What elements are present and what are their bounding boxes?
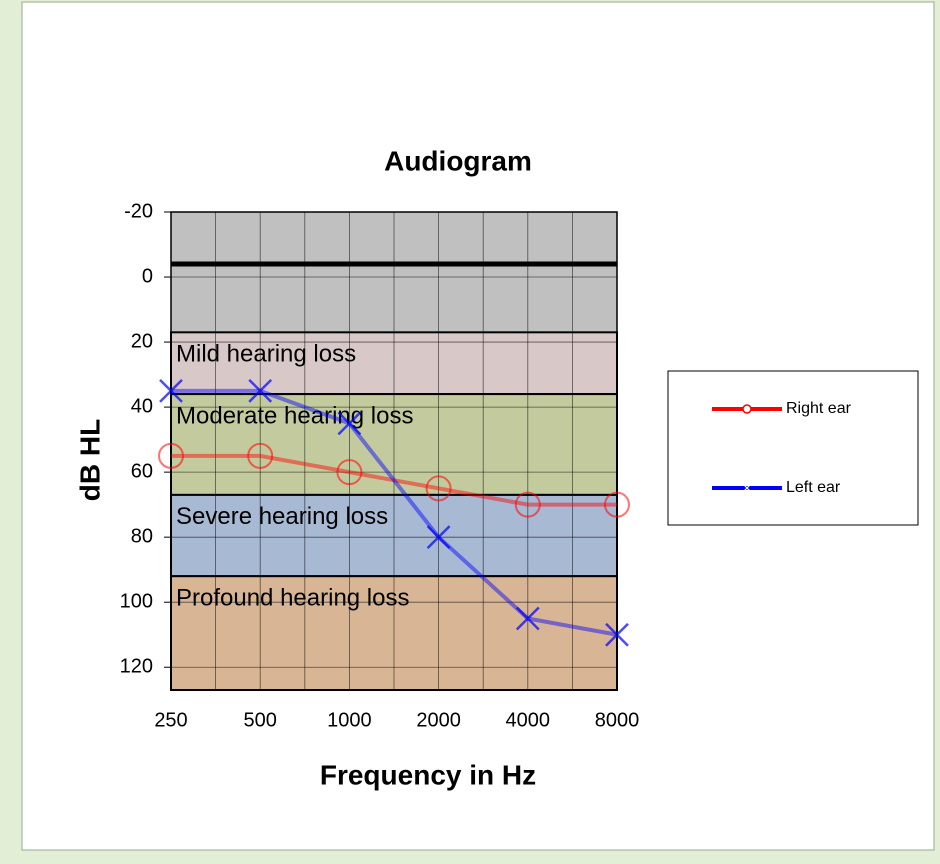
plot-frame [170, 211, 618, 691]
band-label: Severe hearing loss [176, 503, 388, 530]
marker [248, 378, 273, 403]
y-tick-label: 20 [131, 330, 153, 352]
x-axis-label: Frequency in Hz [320, 759, 536, 790]
x-tick-label: 4000 [506, 709, 551, 731]
legend [667, 370, 919, 526]
marker [514, 491, 541, 518]
y-tick-label: 80 [131, 525, 153, 547]
x-tick-label: 250 [154, 709, 187, 731]
y-tick-label: 120 [120, 656, 153, 678]
legend-marker [742, 404, 752, 414]
y-tick-label: 0 [142, 265, 153, 287]
marker [604, 491, 630, 518]
legend-marker [742, 483, 752, 493]
y-tick-label: 40 [131, 395, 153, 417]
series-line [171, 453, 617, 507]
marker [336, 459, 363, 486]
legend-label: Right ear [786, 400, 852, 417]
x-tick-label: 500 [244, 709, 277, 731]
x-tick-label: 2000 [416, 709, 461, 731]
y-tick-label: 60 [131, 460, 153, 482]
legend-label: Left ear [786, 479, 841, 496]
marker [425, 475, 452, 502]
chart-title: Audiogram [384, 145, 532, 176]
marker [158, 442, 184, 469]
marker [247, 442, 274, 469]
x-tick-label: 8000 [595, 709, 640, 731]
band-label: Profound hearing loss [176, 585, 409, 612]
y-axis-label: dB HL [74, 419, 105, 501]
band-label: Mild hearing loss [176, 341, 356, 368]
marker [605, 622, 629, 647]
x-tick-label: 1000 [327, 709, 372, 731]
marker [337, 411, 362, 436]
y-tick-label: 100 [120, 590, 153, 612]
y-tick-label: -20 [124, 200, 153, 222]
marker [426, 525, 451, 550]
marker [515, 606, 540, 631]
marker [159, 378, 183, 403]
series-line [171, 388, 618, 637]
band-label: Moderate hearing loss [176, 402, 413, 429]
